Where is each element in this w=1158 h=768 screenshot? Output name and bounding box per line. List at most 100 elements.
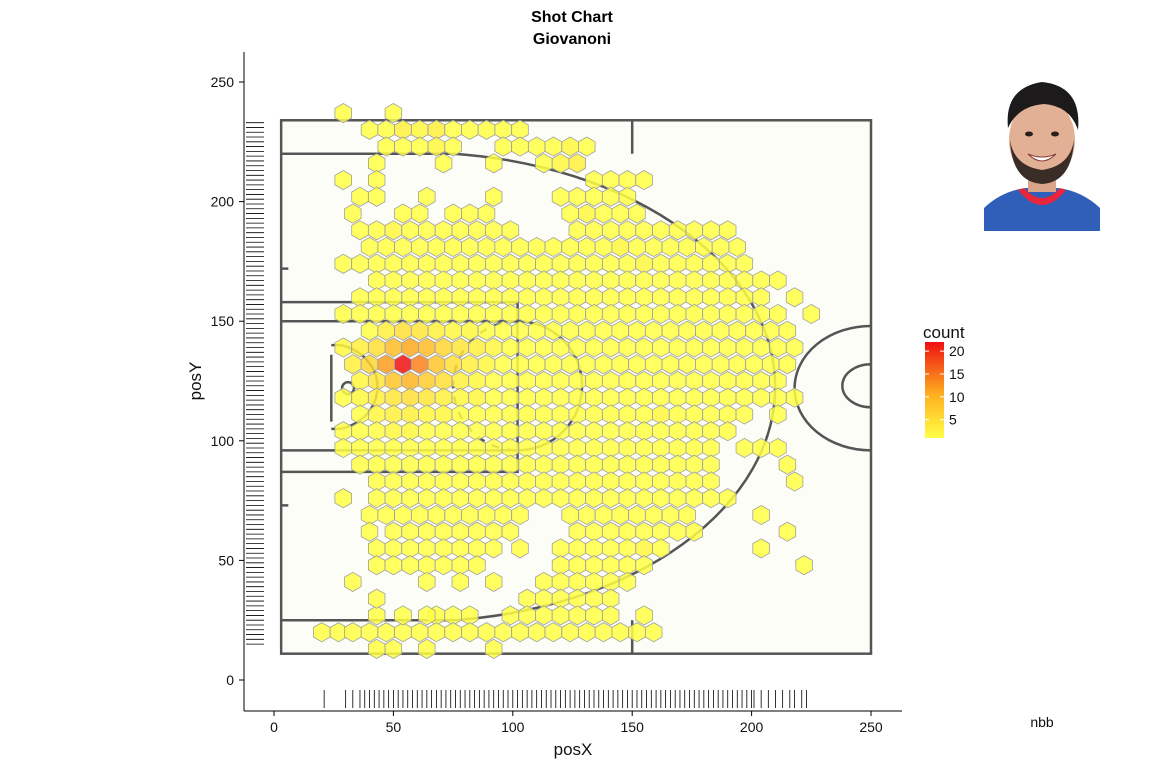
hex-cell	[769, 404, 787, 425]
hex-cell	[367, 186, 386, 207]
hex-cell	[719, 421, 737, 442]
x-tick-label: 250	[859, 719, 883, 735]
x-axis-title: posX	[554, 740, 593, 759]
hex-cell	[511, 504, 529, 526]
hex-cell	[568, 153, 586, 174]
hex-cell	[795, 555, 813, 576]
hex-cell	[778, 320, 797, 341]
chart-caption: nbb	[1030, 714, 1054, 730]
x-tick-label: 0	[270, 719, 278, 735]
hex-cell	[769, 303, 787, 325]
hex-cell	[344, 203, 362, 224]
player-photo	[984, 78, 1100, 231]
y-tick-label: 200	[211, 194, 235, 210]
y-ticks: 0 50 100 150 200 250	[211, 74, 244, 688]
hex-cell	[418, 638, 436, 659]
hex-cell	[719, 220, 737, 241]
hex-cell	[501, 220, 520, 241]
center-circle-inner	[841, 363, 872, 409]
hex-cell	[334, 103, 353, 124]
legend-tick-label: 10	[949, 389, 965, 405]
x-tick-label: 150	[621, 719, 645, 735]
hex-cell	[602, 605, 620, 626]
hex-cell	[802, 303, 820, 325]
hex-cell	[635, 170, 653, 191]
hex-cell	[367, 588, 386, 609]
hex-cell	[410, 203, 429, 224]
hair-shape	[1007, 82, 1079, 130]
legend: count 5 10 15 20	[923, 323, 965, 438]
hex-cell	[418, 605, 436, 626]
y-tick-label: 0	[226, 672, 234, 688]
x-tick-label: 50	[386, 719, 402, 735]
legend-tick-label: 15	[949, 366, 965, 382]
rug-x-layer	[323, 690, 807, 708]
hex-cell	[728, 236, 746, 258]
hex-cell	[434, 153, 453, 174]
hex-cell	[778, 354, 797, 375]
y-tick-label: 50	[218, 552, 234, 568]
hex-cell	[484, 538, 503, 559]
hex-cell	[484, 153, 503, 174]
hex-cell	[678, 504, 696, 526]
hex-cell	[769, 270, 787, 291]
hex-cell	[785, 287, 804, 308]
hex-cell	[735, 404, 754, 425]
hex-cell	[444, 136, 462, 157]
hex-cell	[344, 622, 362, 643]
hex-cell	[645, 622, 663, 643]
hex-cell	[618, 186, 637, 207]
hex-cell	[334, 488, 353, 509]
hex-cell	[785, 337, 804, 358]
hex-cell	[778, 521, 797, 542]
hex-cell	[752, 504, 770, 526]
hex-cell	[418, 186, 436, 207]
chart-subtitle: Giovanoni	[533, 31, 611, 48]
jersey-shape	[984, 188, 1100, 231]
y-tick-label: 150	[211, 313, 235, 329]
hex-cell	[652, 538, 670, 559]
hex-cell	[719, 488, 737, 509]
legend-colorbar	[925, 342, 944, 438]
hex-cell	[635, 605, 653, 626]
hex-cell	[511, 538, 529, 559]
hex-cell	[752, 538, 770, 559]
hex-cell	[384, 638, 403, 659]
hex-cell	[785, 387, 804, 408]
x-tick-label: 200	[740, 719, 764, 735]
hex-cell	[769, 437, 787, 459]
legend-ticks: 5 10 15 20	[925, 343, 965, 428]
hex-cell	[418, 571, 436, 592]
chart-title: Shot Chart	[531, 9, 613, 26]
hex-cell	[360, 521, 379, 542]
y-axis-title: posY	[186, 362, 205, 401]
hex-cell	[628, 203, 646, 224]
hex-cell	[468, 555, 486, 576]
hex-cell	[484, 571, 503, 592]
rug-y-layer	[246, 122, 264, 645]
hex-cell	[344, 571, 362, 592]
eye-right-icon	[1051, 131, 1059, 137]
hex-cell	[785, 471, 804, 492]
y-tick-label: 250	[211, 74, 235, 90]
face-shape	[1009, 98, 1075, 182]
hex-cell	[578, 136, 596, 157]
hex-cell	[367, 605, 386, 626]
hexbin-layer	[312, 103, 820, 659]
hex-cell	[477, 203, 496, 224]
hex-cell	[484, 186, 503, 207]
hex-cell	[501, 521, 520, 542]
jersey-collar-shape	[1018, 188, 1066, 205]
hex-cell	[334, 170, 353, 191]
legend-tick-label: 20	[949, 343, 965, 359]
beard-shape	[1010, 140, 1074, 184]
legend-tick-label: 5	[949, 412, 957, 428]
hex-cell	[394, 605, 412, 626]
x-tick-label: 100	[501, 719, 525, 735]
y-tick-label: 100	[211, 433, 235, 449]
hex-cell	[384, 103, 403, 124]
hex-cell	[451, 571, 470, 592]
smile-shape	[1027, 153, 1057, 162]
eye-left-icon	[1025, 131, 1033, 137]
